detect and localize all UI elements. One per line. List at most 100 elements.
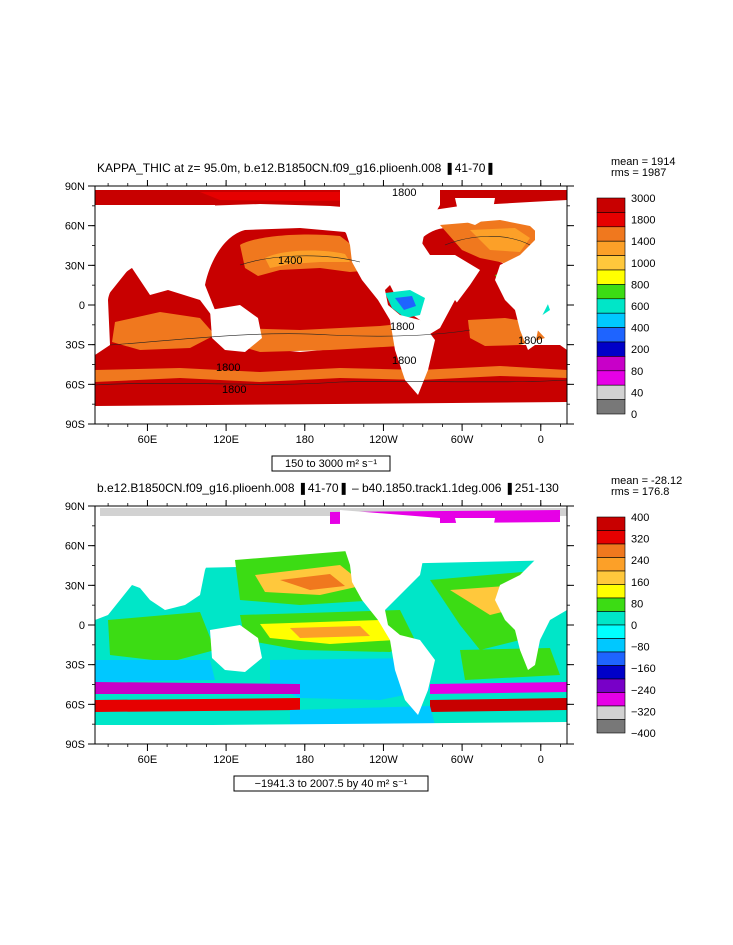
x-tick-label: 0 [538, 434, 544, 446]
y-tick-label: 0 [79, 620, 85, 632]
colorbar-swatch [596, 197, 626, 213]
indian-gyre [112, 312, 215, 350]
colorbar-label: 200 [631, 344, 649, 356]
x-tick-label: 180 [296, 434, 314, 446]
colorbar-label: 600 [631, 301, 649, 313]
indian-blue [95, 660, 215, 682]
eq-pacific-orange [290, 626, 370, 638]
colorbar-swatch [596, 212, 626, 228]
southern-red-e [430, 698, 567, 712]
s-pacific-blue [270, 658, 430, 700]
colorbar-label: 320 [631, 534, 649, 546]
panel-2: b.e12.B1850CN.f09_g16.plioenh.008 ❚41-70… [65, 475, 682, 792]
colorbar-swatch [596, 665, 626, 680]
colorbar-label: 1000 [631, 258, 655, 270]
colorbar-label: 80 [631, 598, 643, 610]
contour [444, 236, 531, 246]
land-australia [210, 625, 262, 672]
colorbar-swatch [596, 557, 626, 572]
southern-magenta-e [430, 682, 567, 694]
atlantic-ocean [420, 228, 545, 345]
land-eurasia [95, 525, 215, 620]
colorbar-swatch [596, 611, 626, 626]
x-tick-label: 120W [369, 754, 398, 766]
colorbar-swatch [596, 312, 626, 328]
land-africa [495, 210, 567, 350]
x-tick-label: 120W [369, 434, 398, 446]
contour-label: 1800 [222, 384, 246, 396]
colorbar-swatch [596, 543, 626, 558]
land-america [340, 510, 440, 715]
colorbar-swatch [596, 624, 626, 639]
colorbar-label: 240 [631, 555, 649, 567]
colorbar-label: 800 [631, 279, 649, 291]
colorbar-swatch [596, 638, 626, 653]
colorbar-label: −320 [631, 706, 656, 718]
colorbar-label: −240 [631, 685, 656, 697]
southern-blue [290, 706, 435, 725]
y-tick-label: 30S [65, 660, 85, 672]
panel-1-range-box [271, 455, 391, 472]
land-greenland [455, 198, 495, 225]
colorbar-label: −80 [631, 642, 650, 654]
panel-2-map [95, 508, 567, 744]
colorbar-swatch [596, 284, 626, 300]
colorbar-swatch [596, 692, 626, 707]
contour-label: 1800 [390, 321, 414, 333]
colorbar-swatch [596, 678, 626, 693]
x-tick-label: 60W [451, 754, 474, 766]
colorbar-label: −400 [631, 728, 656, 740]
colorbar-label: 40 [631, 387, 643, 399]
panel-1-range-label: 150 to 3000 m² s⁻¹ [285, 458, 377, 470]
y-tick-label: 90S [65, 739, 85, 751]
colorbar-swatch [596, 327, 626, 343]
s-pacific-band [232, 322, 428, 352]
land-greenland [455, 518, 495, 545]
colorbar-label: 0 [631, 620, 637, 632]
y-tick-label: 60N [65, 221, 85, 233]
y-tick-label: 90N [65, 501, 85, 513]
east-pacific-blue [395, 296, 416, 310]
panel-2-mean: mean = -28.12 [611, 475, 682, 487]
contour-label: 1400 [278, 255, 302, 267]
land-antarctica [95, 722, 567, 744]
panel-2-range-box [233, 775, 429, 792]
y-tick-label: 60S [65, 379, 85, 391]
panel-1-map [95, 190, 567, 424]
panel-1-rms: rms = 1987 [611, 167, 666, 179]
southern-magenta [95, 682, 300, 694]
x-tick-label: 60W [451, 434, 474, 446]
colorbar-swatch [596, 370, 626, 386]
x-tick-label: 120E [213, 754, 239, 766]
panel-2-range-label: −1941.3 to 2007.5 by 40 m² s⁻¹ [255, 778, 408, 790]
n-pacific-gyre-inner [265, 250, 350, 268]
colorbar-swatch [596, 240, 626, 256]
colorbar-label: 1800 [631, 215, 655, 227]
panel-2-rms: rms = 176.8 [611, 486, 669, 498]
colorbar-swatch [596, 298, 626, 314]
colorbar-label: 1400 [631, 236, 655, 248]
colorbar-swatch [596, 651, 626, 666]
colorbar-label: 80 [631, 366, 643, 378]
y-tick-label: 90S [65, 419, 85, 431]
colorbar-swatch [596, 341, 626, 357]
colorbar-swatch [596, 269, 626, 285]
y-tick-label: 60N [65, 541, 85, 553]
panel-1-axes: 60E 120E 180 120W 60W 0 90N 60N 30N 0 30S 60S 90S [65, 180, 574, 446]
contour [109, 329, 471, 346]
colorbar-swatch [596, 384, 626, 400]
y-tick-label: 0 [79, 300, 85, 312]
n-atlantic-gyre-inner [470, 228, 530, 252]
x-tick-label: 180 [296, 754, 314, 766]
land-australia [210, 305, 262, 352]
colorbar-swatch [596, 516, 626, 531]
colorbar-label: 400 [631, 512, 649, 524]
colorbar-swatch [596, 719, 626, 734]
southern-band [95, 366, 567, 382]
contour-label: 1800 [392, 187, 416, 199]
x-tick-label: 0 [538, 754, 544, 766]
colorbar-label: −160 [631, 663, 656, 675]
indian-green [108, 612, 215, 662]
